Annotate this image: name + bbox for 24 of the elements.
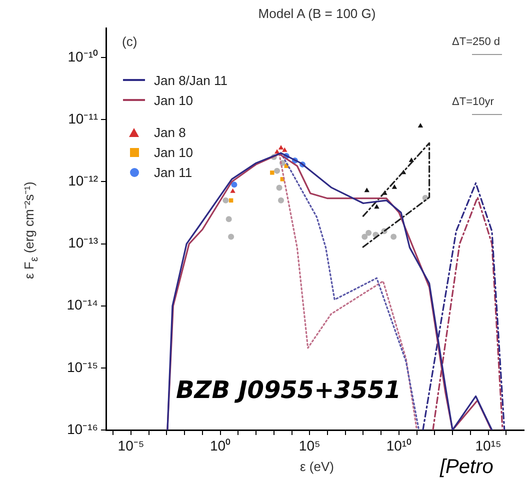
x-tick-label: 10⁰: [210, 437, 231, 454]
y-tick-label: 10⁻¹⁶: [67, 420, 98, 437]
y-tick-label: 10⁻¹⁴: [66, 296, 98, 313]
x-tick-label: 10¹⁰: [386, 437, 412, 454]
x-tick-label: 10⁵: [298, 437, 320, 454]
x-tick-label: 10¹⁵: [475, 437, 502, 454]
y-tick-label: 10⁻¹⁵: [66, 358, 98, 375]
chart-title: Model A (B = 100 G): [257, 6, 377, 21]
x-tick-label: 10⁻⁵: [118, 437, 144, 454]
y-tick-label: 10⁻¹¹: [68, 110, 98, 127]
legend-label: Jan 11: [154, 164, 192, 180]
y-tick-label: 10⁻¹⁰: [68, 48, 98, 64]
annotation: ΔT=10yr: [452, 96, 494, 108]
y-tick-label: 10⁻¹²: [68, 172, 98, 189]
legend-label: Jan 10: [154, 92, 194, 108]
legend-label: Jan 10: [154, 144, 194, 160]
legend-label: Jan 8: [154, 124, 186, 140]
annotation: BZB J0955+3551: [176, 376, 401, 404]
annotation: (c): [122, 34, 138, 49]
legend-label: Jan 8/Jan 11: [154, 72, 228, 88]
annotation: ΔT=250 d: [452, 36, 500, 48]
y-tick-label: 10⁻¹³: [68, 234, 98, 251]
text: [Petro: [440, 456, 494, 479]
x-axis-title: ε (eV): [300, 459, 334, 474]
